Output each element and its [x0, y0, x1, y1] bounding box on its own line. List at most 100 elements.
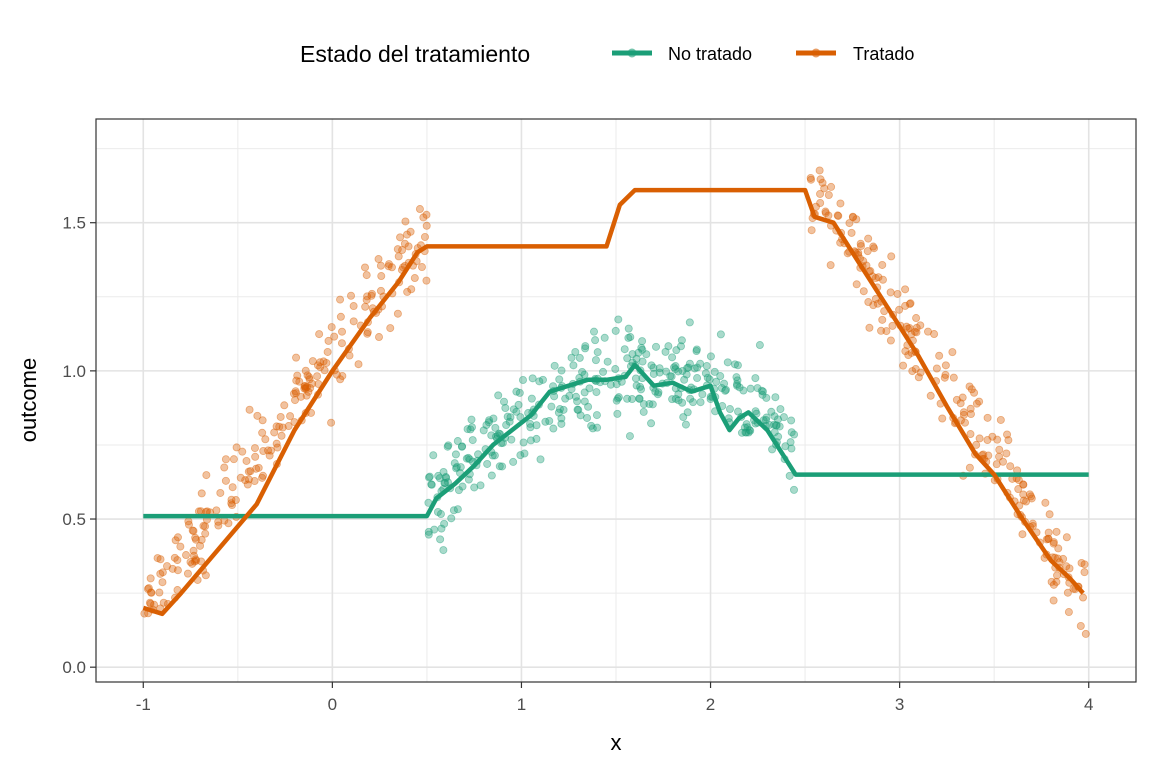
point-tratado	[301, 384, 310, 393]
point-tratado	[871, 294, 880, 303]
point-no-tratado	[668, 353, 677, 362]
point-no-tratado	[723, 358, 732, 367]
point-no-tratado	[741, 428, 750, 437]
point-tratado	[184, 517, 193, 526]
point-no-tratado	[427, 480, 436, 489]
point-no-tratado	[692, 345, 701, 354]
point-tratado	[301, 366, 310, 375]
point-no-tratado	[702, 362, 711, 371]
point-tratado	[191, 535, 200, 544]
y-tick-label: 1.0	[62, 362, 86, 381]
point-tratado	[916, 321, 925, 330]
point-tratado	[197, 489, 206, 498]
point-tratado	[401, 217, 410, 226]
point-tratado	[1045, 510, 1054, 519]
point-tratado	[189, 546, 198, 555]
point-tratado	[327, 323, 336, 332]
point-tratado	[1019, 496, 1028, 505]
point-tratado	[903, 324, 912, 333]
point-no-tratado	[555, 375, 564, 384]
point-no-tratado	[742, 420, 751, 429]
point-tratado	[1044, 528, 1053, 537]
point-tratado	[265, 451, 274, 460]
point-no-tratado	[527, 394, 536, 403]
point-no-tratado	[649, 363, 658, 372]
point-tratado	[422, 221, 431, 230]
point-no-tratado	[541, 417, 550, 426]
y-axis-title: outcome	[16, 358, 41, 442]
point-no-tratado	[710, 367, 719, 376]
point-no-tratado	[574, 405, 583, 414]
point-no-tratado	[567, 353, 576, 362]
point-no-tratado	[685, 318, 694, 327]
point-no-tratado	[787, 416, 796, 425]
point-no-tratado	[779, 413, 788, 422]
point-tratado	[1026, 492, 1035, 501]
x-tick-label: -1	[136, 695, 151, 714]
point-tratado	[349, 317, 358, 326]
point-tratado	[807, 175, 816, 184]
point-no-tratado	[468, 436, 477, 445]
point-no-tratado	[758, 387, 767, 396]
point-no-tratado	[652, 342, 661, 351]
legend-key-tratado	[796, 48, 836, 58]
point-no-tratado	[545, 417, 554, 426]
point-no-tratado	[768, 445, 777, 454]
point-tratado	[1054, 544, 1063, 553]
point-no-tratado	[447, 514, 456, 523]
point-tratado	[147, 588, 156, 597]
point-tratado	[197, 535, 206, 544]
point-no-tratado	[591, 336, 600, 345]
point-tratado	[820, 184, 829, 193]
point-no-tratado	[561, 394, 570, 403]
point-tratado	[238, 447, 247, 456]
point-tratado	[827, 182, 836, 191]
point-no-tratado	[584, 402, 593, 411]
point-tratado	[984, 451, 993, 460]
point-tratado	[158, 578, 167, 587]
point-no-tratado	[681, 420, 690, 429]
point-tratado	[400, 239, 409, 248]
point-tratado	[995, 452, 1004, 461]
point-tratado	[856, 239, 865, 248]
point-no-tratado	[549, 424, 558, 433]
point-no-tratado	[781, 442, 790, 451]
point-no-tratado	[628, 350, 637, 359]
point-tratado	[244, 475, 253, 484]
point-tratado	[966, 410, 975, 419]
point-tratado	[387, 263, 396, 272]
point-no-tratado	[464, 453, 473, 462]
point-no-tratado	[516, 451, 525, 460]
point-no-tratado	[435, 474, 444, 483]
point-no-tratado	[519, 438, 528, 447]
point-tratado	[959, 408, 968, 417]
point-tratado	[960, 418, 969, 427]
point-no-tratado	[518, 376, 527, 385]
point-no-tratado	[776, 405, 785, 414]
point-tratado	[1019, 480, 1028, 489]
point-no-tratado	[614, 393, 623, 402]
legend-label-tratado: Tratado	[853, 44, 914, 64]
line-no-tratado	[143, 362, 1089, 519]
point-no-tratado	[735, 383, 744, 392]
grid	[96, 119, 1136, 682]
point-tratado	[201, 571, 210, 580]
point-tratado	[266, 446, 275, 455]
point-no-tratado	[439, 467, 448, 476]
point-tratado	[888, 321, 897, 330]
point-no-tratado	[671, 362, 680, 371]
point-tratado	[332, 370, 341, 379]
point-tratado	[313, 361, 322, 370]
point-tratado	[241, 476, 250, 485]
point-tratado	[848, 212, 857, 221]
point-no-tratado	[427, 480, 436, 489]
point-tratado	[246, 467, 255, 476]
point-tratado	[901, 301, 910, 310]
point-no-tratado	[696, 398, 705, 407]
point-tratado	[869, 242, 878, 251]
point-tratado	[417, 263, 426, 272]
point-no-tratado	[495, 429, 504, 438]
point-no-tratado	[666, 372, 675, 381]
point-no-tratado	[547, 402, 556, 411]
point-tratado	[159, 598, 168, 607]
